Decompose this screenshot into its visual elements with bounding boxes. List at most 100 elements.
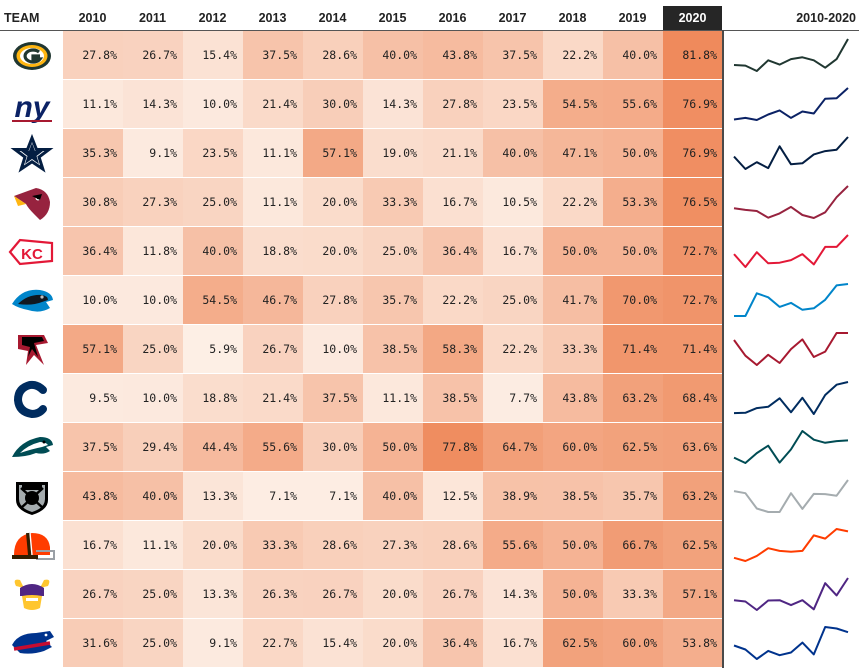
table-cell: 36.4% bbox=[423, 619, 483, 667]
table-cell: 11.1% bbox=[243, 129, 303, 177]
table-cell: 18.8% bbox=[243, 227, 303, 275]
table-cell: 7.1% bbox=[303, 472, 363, 520]
bills-logo-icon bbox=[12, 631, 54, 654]
table-cell: 76.9% bbox=[663, 80, 723, 128]
table-cell: 57.1% bbox=[303, 129, 363, 177]
table-cell: 9.1% bbox=[123, 129, 183, 177]
trend-sparkline bbox=[733, 87, 849, 121]
table-cell: 5.9% bbox=[183, 325, 243, 373]
table-row: 10.0% 10.0% 54.5% 46.7% 27.8% 35.7% 22.2% 25.0%… bbox=[0, 276, 859, 325]
table-cell: 72.7% bbox=[663, 227, 723, 275]
table-cell: 40.0% bbox=[603, 31, 663, 79]
table-cell: 44.4% bbox=[183, 423, 243, 471]
table-cell: 25.0% bbox=[123, 619, 183, 667]
year-header-2017: 2017 bbox=[498, 11, 527, 25]
table-cell: 50.0% bbox=[603, 129, 663, 177]
table-cell: 50.0% bbox=[543, 570, 603, 618]
table-cell: 40.0% bbox=[483, 129, 543, 177]
table-cell: 77.8% bbox=[423, 423, 483, 471]
table-cell: 10.0% bbox=[63, 276, 123, 324]
table-cell: 62.5% bbox=[603, 423, 663, 471]
table-row: 30.8% 27.3% 25.0% 11.1% 20.0% 33.3% 16.7% 10.5%… bbox=[0, 178, 859, 227]
table-cell: 15.4% bbox=[183, 31, 243, 79]
table-cell: 26.7% bbox=[243, 325, 303, 373]
table-cell: 66.7% bbox=[603, 521, 663, 569]
svg-text:KC: KC bbox=[21, 246, 43, 263]
year-header-2012: 2012 bbox=[198, 11, 227, 25]
table-cell: 25.0% bbox=[363, 227, 423, 275]
table-cell: 64.7% bbox=[483, 423, 543, 471]
table-cell: 50.0% bbox=[543, 227, 603, 275]
table-row: 27.8% 26.7% 15.4% 37.5% 28.6% 40.0% 43.8% 37.5%… bbox=[0, 31, 859, 80]
table-cell: 26.7% bbox=[123, 31, 183, 79]
table-cell: 37.5% bbox=[303, 374, 363, 422]
table-cell: 47.1% bbox=[543, 129, 603, 177]
table-row: 16.7% 11.1% 20.0% 33.3% 28.6% 27.3% 28.6% 55.6%… bbox=[0, 521, 859, 570]
header-divider bbox=[0, 30, 859, 31]
trend-sparkline bbox=[733, 479, 849, 513]
table-cell: 26.7% bbox=[303, 570, 363, 618]
table-row: 43.8% 40.0% 13.3% 7.1% 7.1% 40.0% 12.5% 38.9% 38… bbox=[0, 472, 859, 521]
table-cell: 13.3% bbox=[183, 570, 243, 618]
table-cell: 26.7% bbox=[63, 570, 123, 618]
table-cell: 16.7% bbox=[483, 619, 543, 667]
table-cell: 50.0% bbox=[603, 227, 663, 275]
table-row: 37.5% 29.4% 44.4% 55.6% 30.0% 50.0% 77.8% 64.7%… bbox=[0, 423, 859, 472]
table-cell: 71.4% bbox=[603, 325, 663, 373]
table-cell: 14.3% bbox=[123, 80, 183, 128]
year-header-2018: 2018 bbox=[558, 11, 587, 25]
table-cell: 55.6% bbox=[603, 80, 663, 128]
packers-logo-icon bbox=[13, 42, 51, 70]
sparkline-series bbox=[733, 479, 849, 513]
table-cell: 33.3% bbox=[243, 521, 303, 569]
table-cell: 10.0% bbox=[123, 276, 183, 324]
table-cell: 9.5% bbox=[63, 374, 123, 422]
table-cell: 40.0% bbox=[363, 472, 423, 520]
year-header-2020: 2020 bbox=[663, 6, 722, 30]
colts-logo-icon bbox=[13, 380, 47, 419]
year-header-2010: 2010 bbox=[78, 11, 107, 25]
table-cell: 46.7% bbox=[243, 276, 303, 324]
table-cell: 53.3% bbox=[603, 178, 663, 226]
table-cell: 28.6% bbox=[303, 521, 363, 569]
table-cell: 38.5% bbox=[423, 374, 483, 422]
table-cell: 10.0% bbox=[183, 80, 243, 128]
highlight-column-divider bbox=[722, 30, 724, 668]
svg-text:ny: ny bbox=[14, 91, 50, 124]
trend-sparkline bbox=[734, 283, 849, 317]
table-cell: 28.6% bbox=[423, 521, 483, 569]
table-cell: 38.9% bbox=[483, 472, 543, 520]
eagles-logo-icon bbox=[12, 437, 53, 457]
sparkline-series bbox=[733, 381, 849, 415]
table-cell: 36.4% bbox=[63, 227, 123, 275]
table-cell: 71.4% bbox=[663, 325, 723, 373]
sparkline-series bbox=[733, 185, 849, 219]
table-cell: 14.3% bbox=[363, 80, 423, 128]
table-cell: 12.5% bbox=[423, 472, 483, 520]
trend-sparkline bbox=[733, 234, 849, 268]
table-cell: 21.1% bbox=[423, 129, 483, 177]
table-cell: 27.8% bbox=[63, 31, 123, 79]
sparkline-series bbox=[733, 528, 849, 562]
table-cell: 11.8% bbox=[123, 227, 183, 275]
table-cell: 43.8% bbox=[543, 374, 603, 422]
table-cell: 40.0% bbox=[183, 227, 243, 275]
table-cell: 62.5% bbox=[543, 619, 603, 667]
table-cell: 50.0% bbox=[363, 423, 423, 471]
table-cell: 60.0% bbox=[603, 619, 663, 667]
table-cell: 20.0% bbox=[303, 227, 363, 275]
sparkline-series bbox=[734, 283, 849, 317]
table-cell: 53.8% bbox=[663, 619, 723, 667]
table-cell: 29.4% bbox=[123, 423, 183, 471]
table-cell: 62.5% bbox=[663, 521, 723, 569]
table-cell: 36.4% bbox=[423, 227, 483, 275]
team-column-header: TEAM bbox=[4, 11, 40, 25]
table-cell: 57.1% bbox=[663, 570, 723, 618]
table-cell: 30.0% bbox=[303, 423, 363, 471]
trend-sparkline bbox=[733, 381, 849, 415]
table-cell: 30.0% bbox=[303, 80, 363, 128]
table-cell: 27.8% bbox=[423, 80, 483, 128]
table-cell: 72.7% bbox=[663, 276, 723, 324]
table-cell: 55.6% bbox=[483, 521, 543, 569]
table-cell: 38.5% bbox=[363, 325, 423, 373]
